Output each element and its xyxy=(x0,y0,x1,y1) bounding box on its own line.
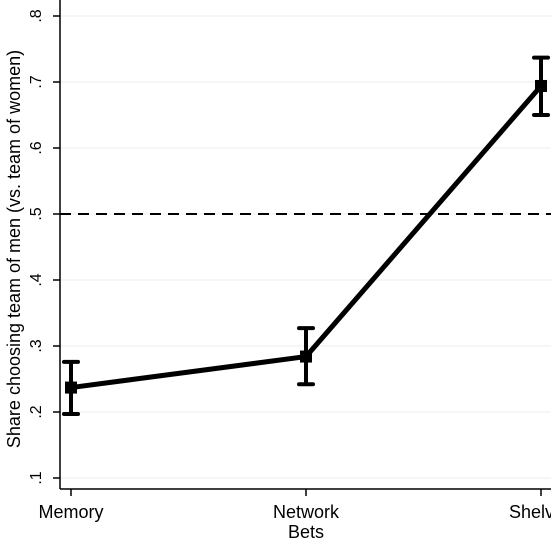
x-tick-label-1: Network xyxy=(273,502,340,522)
y-tick-label-5: .6 xyxy=(28,141,45,154)
point-1 xyxy=(300,350,312,363)
y-axis-label: Share choosing team of men (vs. team of … xyxy=(4,50,24,448)
x-axis-label: Bets xyxy=(288,522,324,542)
grid-lines xyxy=(60,15,551,479)
y-tick-label-4: .5 xyxy=(28,207,45,220)
y-tick-label-3: .4 xyxy=(28,273,45,286)
point-0 xyxy=(65,381,77,394)
y-tick-label-0: .1 xyxy=(28,471,45,484)
y-tick-label-1: .2 xyxy=(28,405,45,418)
x-ticks: Memory Network Shelves xyxy=(38,489,551,522)
y-ticks: .1 .2 .3 .4 .5 .6 .7 .8 xyxy=(28,9,60,485)
y-tick-label-2: .3 xyxy=(28,339,45,352)
x-tick-label-2: Shelves xyxy=(509,502,551,522)
point-2 xyxy=(535,79,547,92)
series-markers xyxy=(65,79,547,394)
x-tick-label-0: Memory xyxy=(38,502,103,522)
y-tick-label-6: .7 xyxy=(28,75,45,88)
y-tick-label-7: .8 xyxy=(28,9,45,22)
